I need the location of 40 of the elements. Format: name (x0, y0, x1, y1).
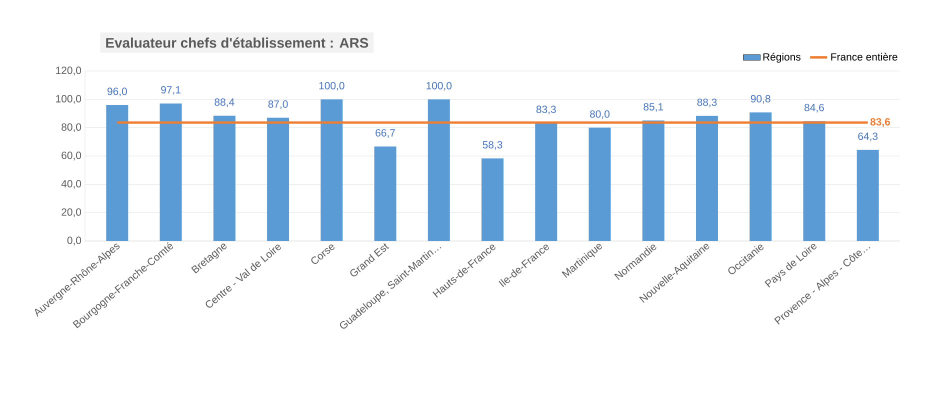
data-label: 100,0 (426, 82, 452, 91)
bar (803, 121, 826, 241)
bar (374, 146, 396, 241)
data-label: 64,3 (858, 132, 878, 142)
data-label: 90,8 (750, 95, 770, 104)
bar (750, 112, 772, 241)
data-label: 66,7 (376, 129, 395, 138)
y-tick-label: 60,0 (62, 152, 82, 160)
bar (482, 158, 504, 241)
data-label: 85,1 (644, 103, 664, 112)
bar (696, 116, 718, 241)
data-label: 96,0 (107, 88, 127, 96)
data-label: 58,3 (482, 141, 502, 150)
y-tick-label: 80,0 (62, 123, 82, 132)
bar (856, 150, 879, 241)
data-label: 97,1 (161, 86, 180, 95)
data-label: 87,0 (268, 100, 288, 110)
data-label: 83,6 (870, 118, 890, 128)
bar (160, 103, 182, 241)
legend-label: France entière (831, 52, 898, 61)
data-label: 88,4 (214, 98, 234, 108)
y-tick-label: 20,0 (62, 208, 82, 217)
bar (428, 99, 450, 241)
data-label: 84,6 (804, 104, 824, 112)
bar (642, 120, 664, 241)
y-tick-label: 40,0 (61, 180, 82, 189)
data-label: 100,0 (319, 82, 344, 91)
bar (267, 118, 290, 241)
bar (106, 105, 128, 241)
chart-title: Evaluateur chefs d'établissement : ARS (106, 37, 368, 48)
data-label: 83,3 (536, 106, 556, 114)
data-label: 88,3 (697, 98, 717, 108)
bar (588, 128, 611, 241)
y-tick-label: 120,0 (56, 66, 82, 76)
bar (213, 116, 236, 241)
data-label: 80,0 (590, 110, 610, 119)
legend-label: Régions (763, 52, 800, 63)
y-tick-label: 100,0 (56, 95, 82, 104)
bar (320, 99, 343, 241)
bar (535, 122, 558, 241)
